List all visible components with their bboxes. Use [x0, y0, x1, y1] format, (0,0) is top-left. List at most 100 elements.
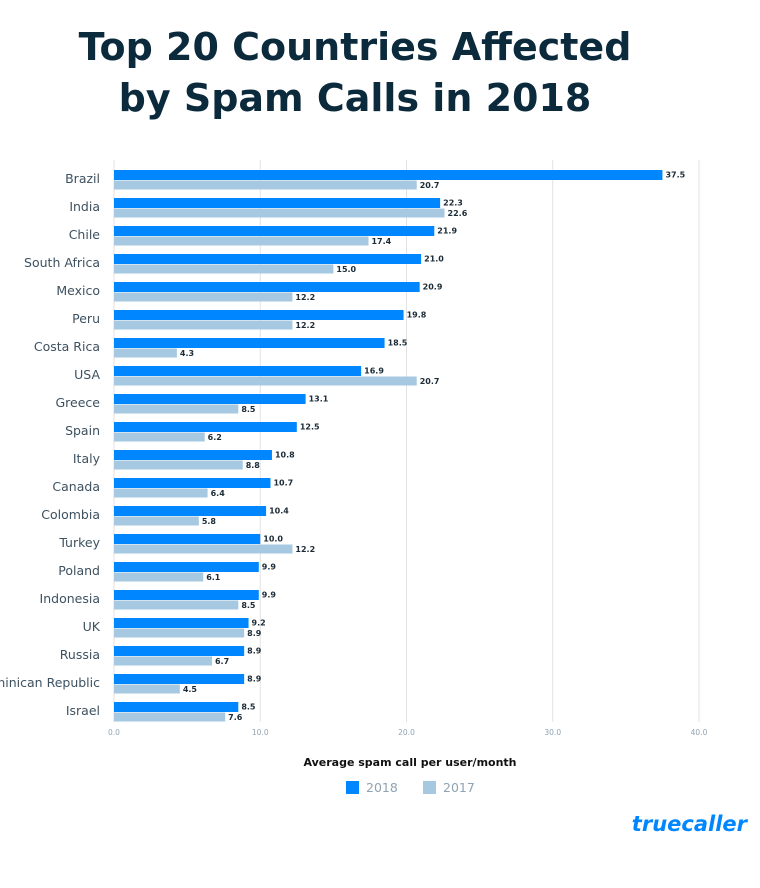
- data-label-2018: 12.5: [300, 423, 320, 432]
- data-label-2018: 9.9: [262, 563, 277, 572]
- category-label: Poland: [58, 563, 100, 578]
- category-label: Mexico: [56, 283, 100, 298]
- data-label-2018: 9.2: [252, 619, 266, 628]
- bar-2018: [114, 646, 245, 656]
- bar-2018: [114, 702, 239, 712]
- data-label-2017: 4.5: [183, 685, 198, 694]
- bar-2017: [114, 600, 239, 610]
- data-label-2017: 8.8: [246, 461, 261, 470]
- bar-2018: [114, 338, 385, 348]
- data-label-2017: 20.7: [420, 181, 440, 190]
- category-label: Greece: [56, 395, 101, 410]
- data-label-2018: 19.8: [407, 311, 427, 320]
- bar-2017: [114, 348, 177, 358]
- x-tick-label: 30.0: [544, 728, 561, 737]
- data-label-2017: 12.2: [295, 545, 315, 554]
- legend: 2018 2017: [346, 780, 475, 795]
- data-label-2018: 10.0: [263, 535, 283, 544]
- bar-2018: [114, 618, 249, 628]
- bar-2017: [114, 460, 243, 470]
- data-label-2018: 13.1: [309, 395, 329, 404]
- bar-2017: [114, 432, 205, 442]
- data-label-2018: 21.0: [424, 255, 444, 264]
- bar-2018: [114, 254, 422, 264]
- bar-2017: [114, 516, 199, 526]
- category-label: Costa Rica: [34, 339, 100, 354]
- bar-2017: [114, 488, 208, 498]
- truecaller-logo: truecaller: [632, 812, 749, 836]
- bar-2018: [114, 282, 420, 292]
- chart-title-line-2: by Spam Calls in 2018: [119, 76, 592, 120]
- legend-label-2018: 2018: [366, 780, 398, 795]
- bar-2017: [114, 684, 180, 694]
- data-label-2017: 5.8: [202, 517, 217, 526]
- category-label: Turkey: [58, 535, 100, 550]
- category-label: Spain: [65, 423, 100, 438]
- category-label: Italy: [73, 451, 101, 466]
- bar-2018: [114, 394, 306, 404]
- bar-2017: [114, 320, 293, 330]
- data-label-2018: 10.7: [273, 479, 293, 488]
- data-label-2018: 22.3: [443, 199, 463, 208]
- data-label-2017: 6.4: [211, 489, 226, 498]
- data-label-2017: 12.2: [295, 293, 315, 302]
- data-label-2018: 8.9: [247, 647, 262, 656]
- x-tick-label: 40.0: [691, 728, 708, 737]
- data-label-2017: 15.0: [336, 265, 356, 274]
- category-label: Dominican Republic: [0, 675, 100, 690]
- data-label-2017: 8.9: [247, 629, 262, 638]
- bar-2018: [114, 450, 272, 460]
- bar-2017: [114, 628, 245, 638]
- legend-swatch-2017: [423, 781, 436, 794]
- x-axis-label: Average spam call per user/month: [303, 756, 516, 769]
- legend-label-2017: 2017: [443, 780, 475, 795]
- bar-2018: [114, 422, 297, 432]
- category-label: Russia: [60, 647, 100, 662]
- data-label-2018: 37.5: [665, 171, 685, 180]
- bar-2017: [114, 236, 369, 246]
- bar-2018: [114, 170, 663, 180]
- category-label: Indonesia: [40, 591, 100, 606]
- bar-2017: [114, 404, 239, 414]
- bar-2018: [114, 478, 271, 488]
- x-tick-label: 20.0: [398, 728, 415, 737]
- category-label: Colombia: [41, 507, 100, 522]
- bar-2018: [114, 506, 267, 516]
- category-label: Israel: [66, 703, 100, 718]
- data-label-2017: 4.3: [180, 349, 194, 358]
- bar-2017: [114, 712, 226, 722]
- category-label: South Africa: [24, 255, 100, 270]
- chart-title-line-1: Top 20 Countries Affected: [79, 25, 632, 69]
- category-label: UK: [83, 619, 101, 634]
- data-label-2017: 6.7: [215, 657, 229, 666]
- data-label-2017: 8.5: [241, 601, 256, 610]
- data-label-2017: 22.6: [448, 209, 468, 218]
- data-label-2018: 16.9: [364, 367, 384, 376]
- bar-2018: [114, 310, 404, 320]
- bar-2017: [114, 376, 417, 386]
- data-label-2018: 21.9: [437, 227, 457, 236]
- data-label-2017: 20.7: [420, 377, 440, 386]
- data-label-2017: 8.5: [241, 405, 256, 414]
- x-tick-label: 0.0: [108, 728, 120, 737]
- bar-2018: [114, 674, 245, 684]
- data-label-2017: 12.2: [295, 321, 315, 330]
- category-label: Peru: [72, 311, 100, 326]
- data-label-2018: 20.9: [423, 283, 443, 292]
- bar-2018: [114, 226, 435, 236]
- data-label-2017: 17.4: [371, 237, 391, 246]
- bar-2017: [114, 292, 293, 302]
- bar-2018: [114, 198, 441, 208]
- bar-2018: [114, 590, 259, 600]
- category-label: Canada: [52, 479, 100, 494]
- data-label-2018: 9.9: [262, 591, 277, 600]
- category-label: India: [69, 199, 100, 214]
- bar-2018: [114, 534, 261, 544]
- data-label-2017: 6.1: [206, 573, 221, 582]
- category-label: Chile: [69, 227, 101, 242]
- bar-2017: [114, 656, 212, 666]
- data-label-2018: 10.8: [275, 451, 295, 460]
- data-label-2018: 8.9: [247, 675, 262, 684]
- bar-2018: [114, 562, 259, 572]
- bar-2018: [114, 366, 362, 376]
